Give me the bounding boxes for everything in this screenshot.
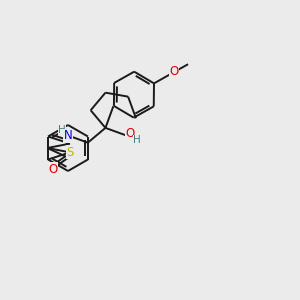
Text: O: O bbox=[169, 64, 179, 78]
Text: N: N bbox=[64, 129, 73, 142]
Text: H: H bbox=[58, 125, 66, 135]
Text: O: O bbox=[48, 163, 57, 176]
Text: H: H bbox=[133, 135, 141, 145]
Text: S: S bbox=[66, 146, 74, 159]
Text: O: O bbox=[125, 127, 135, 140]
